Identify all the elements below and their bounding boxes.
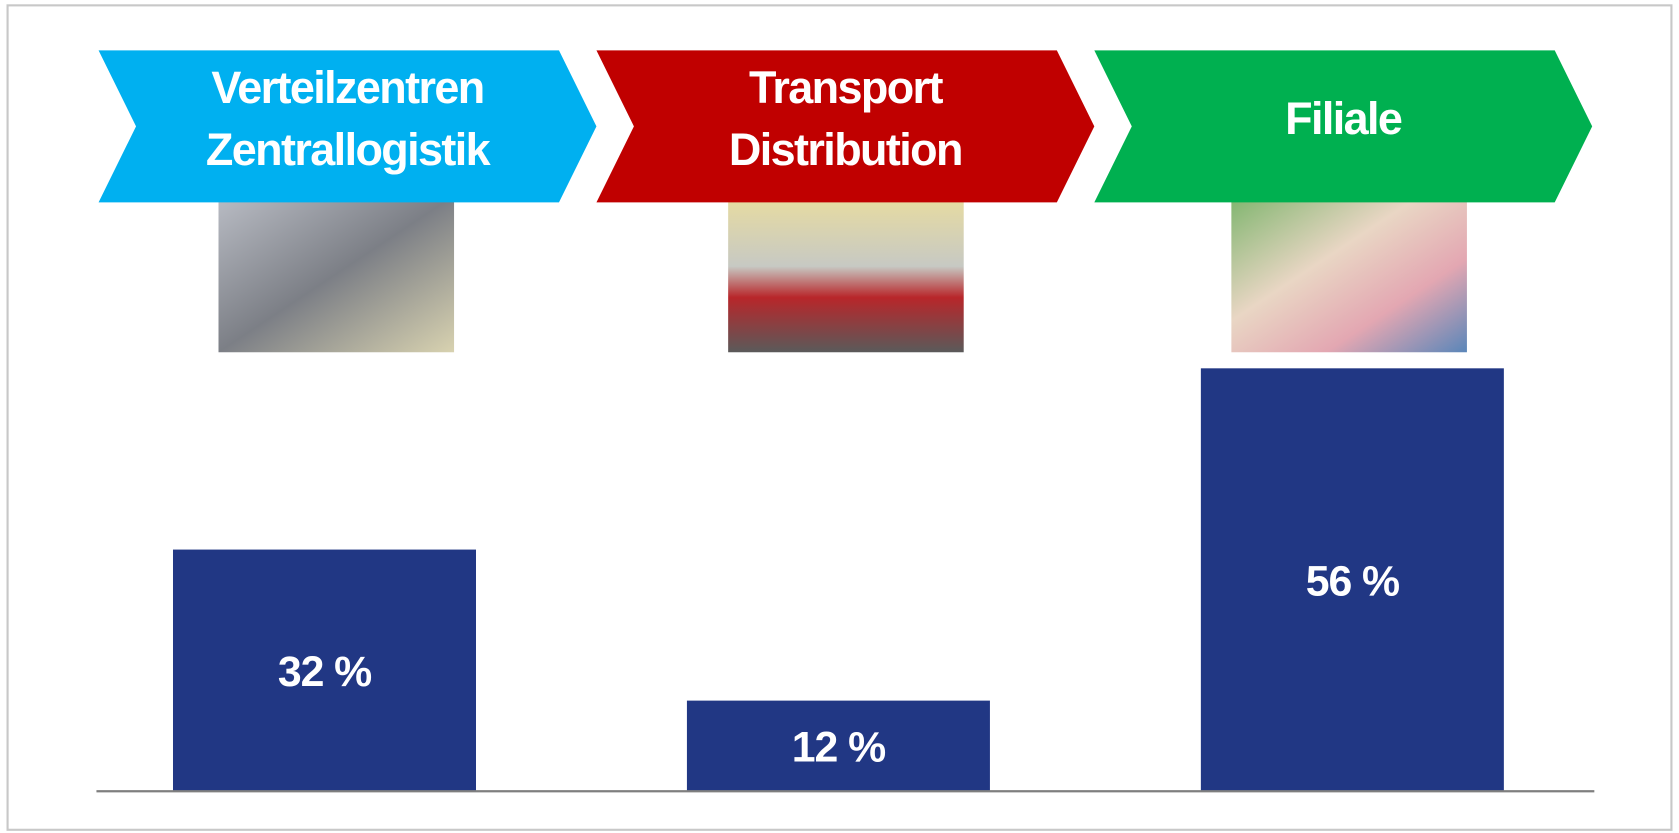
category-label: Verteilzentren — [211, 62, 483, 113]
photo — [218, 196, 454, 352]
value-label: 12 % — [792, 724, 885, 772]
value-label: 32 % — [278, 648, 371, 696]
photos — [218, 196, 1466, 352]
photo — [728, 196, 964, 352]
page: {"chart_data": {"type": "bar", "categori… — [0, 0, 1679, 833]
photo — [1231, 196, 1467, 352]
category-label: Distribution — [729, 124, 962, 175]
category-label: Zentrallogistik — [206, 124, 492, 175]
category-label: Filiale — [1285, 93, 1402, 144]
category-label: Transport — [749, 62, 943, 113]
chart: Verteilzentren Zentrallogistik Transport Di… — [0, 0, 1679, 833]
value-label: 56 % — [1306, 557, 1399, 605]
